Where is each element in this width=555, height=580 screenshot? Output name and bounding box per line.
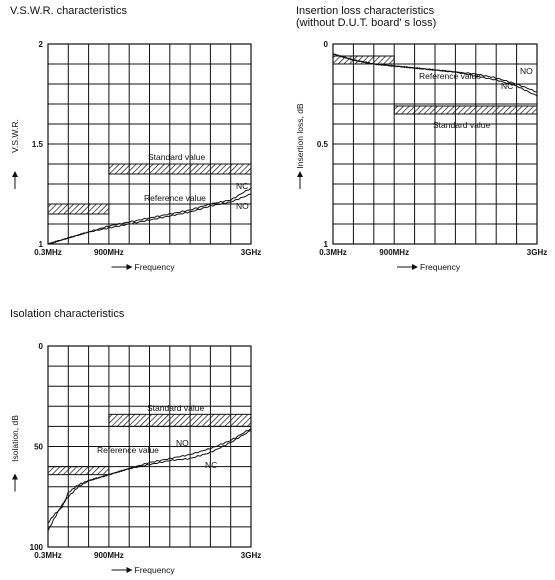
x-tick-label: 0.3MHz [34,248,62,257]
y-axis-label: V.S.W.R. [10,119,20,153]
reference-value-label: Reference value [97,445,159,455]
y-tick-label: 2 [39,40,44,49]
plot-frame [47,43,252,245]
standard-value-band [393,105,538,115]
x-axis-label: Frequency [135,565,176,575]
x-axis-label: Frequency [420,262,461,272]
y-tick-label: 50 [34,443,43,452]
standard-value-band [108,413,252,427]
series-line-nc [332,53,538,97]
standard-value-label: Standard value [147,403,204,413]
curve-label-nc: NC [501,81,513,91]
reference-value-label: Reference value [144,193,206,203]
curve-label-nc: NC [205,460,217,470]
x-tick-label: 3GHz [241,551,261,560]
series-line-no [47,428,252,524]
y-tick-label: 1 [324,240,329,249]
chart-title: Isolation characteristics [10,308,125,320]
chart-2: Insertion loss characteristics(without D… [295,5,547,272]
chart-1: V.S.W.R. characteristics 2 1.5 10.3MHz 900MH… [10,5,261,272]
plot-frame [47,345,252,548]
x-axis-label: Frequency [135,262,176,272]
curve-label-nc: NC [236,181,248,191]
x-tick-label: 3GHz [241,248,261,257]
standard-value-band [108,163,252,175]
x-tick-label: 900MHz [94,551,124,560]
series-line-nc [47,429,252,532]
curve-label-no: NO [520,66,533,76]
y-tick-label: 0 [39,342,44,351]
standard-value-label: Standard value [148,152,205,162]
reference-value-label: Reference value [419,71,481,81]
y-tick-label: 0 [324,40,329,49]
plot-frame [332,43,538,245]
x-tick-label: 900MHz [94,248,124,257]
x-tick-label: 0.3MHz [319,248,347,257]
x-tick-label: 3GHz [527,248,547,257]
chart-title: Insertion loss characteristics [296,5,435,17]
y-axis-label: Insertion loss, dB [295,103,305,169]
standard-value-band [47,203,110,215]
curve-label-no: NO [236,201,249,211]
standard-value-band [47,466,110,476]
curve-label-no: NO [176,438,189,448]
standard-value-label: Standard value [433,120,490,130]
x-tick-label: 900MHz [379,248,409,257]
y-tick-label: 1.5 [32,140,44,149]
series-line-no [47,193,252,245]
chart-title: V.S.W.R. characteristics [10,5,127,17]
y-tick-label: 0.5 [317,140,329,149]
chart-subtitle: (without D.U.T. board' s loss) [296,17,436,29]
y-tick-label: 100 [30,543,44,552]
y-axis-label: Isolation, dB [10,415,20,462]
x-tick-label: 0.3MHz [34,551,62,560]
y-tick-label: 1 [39,240,44,249]
